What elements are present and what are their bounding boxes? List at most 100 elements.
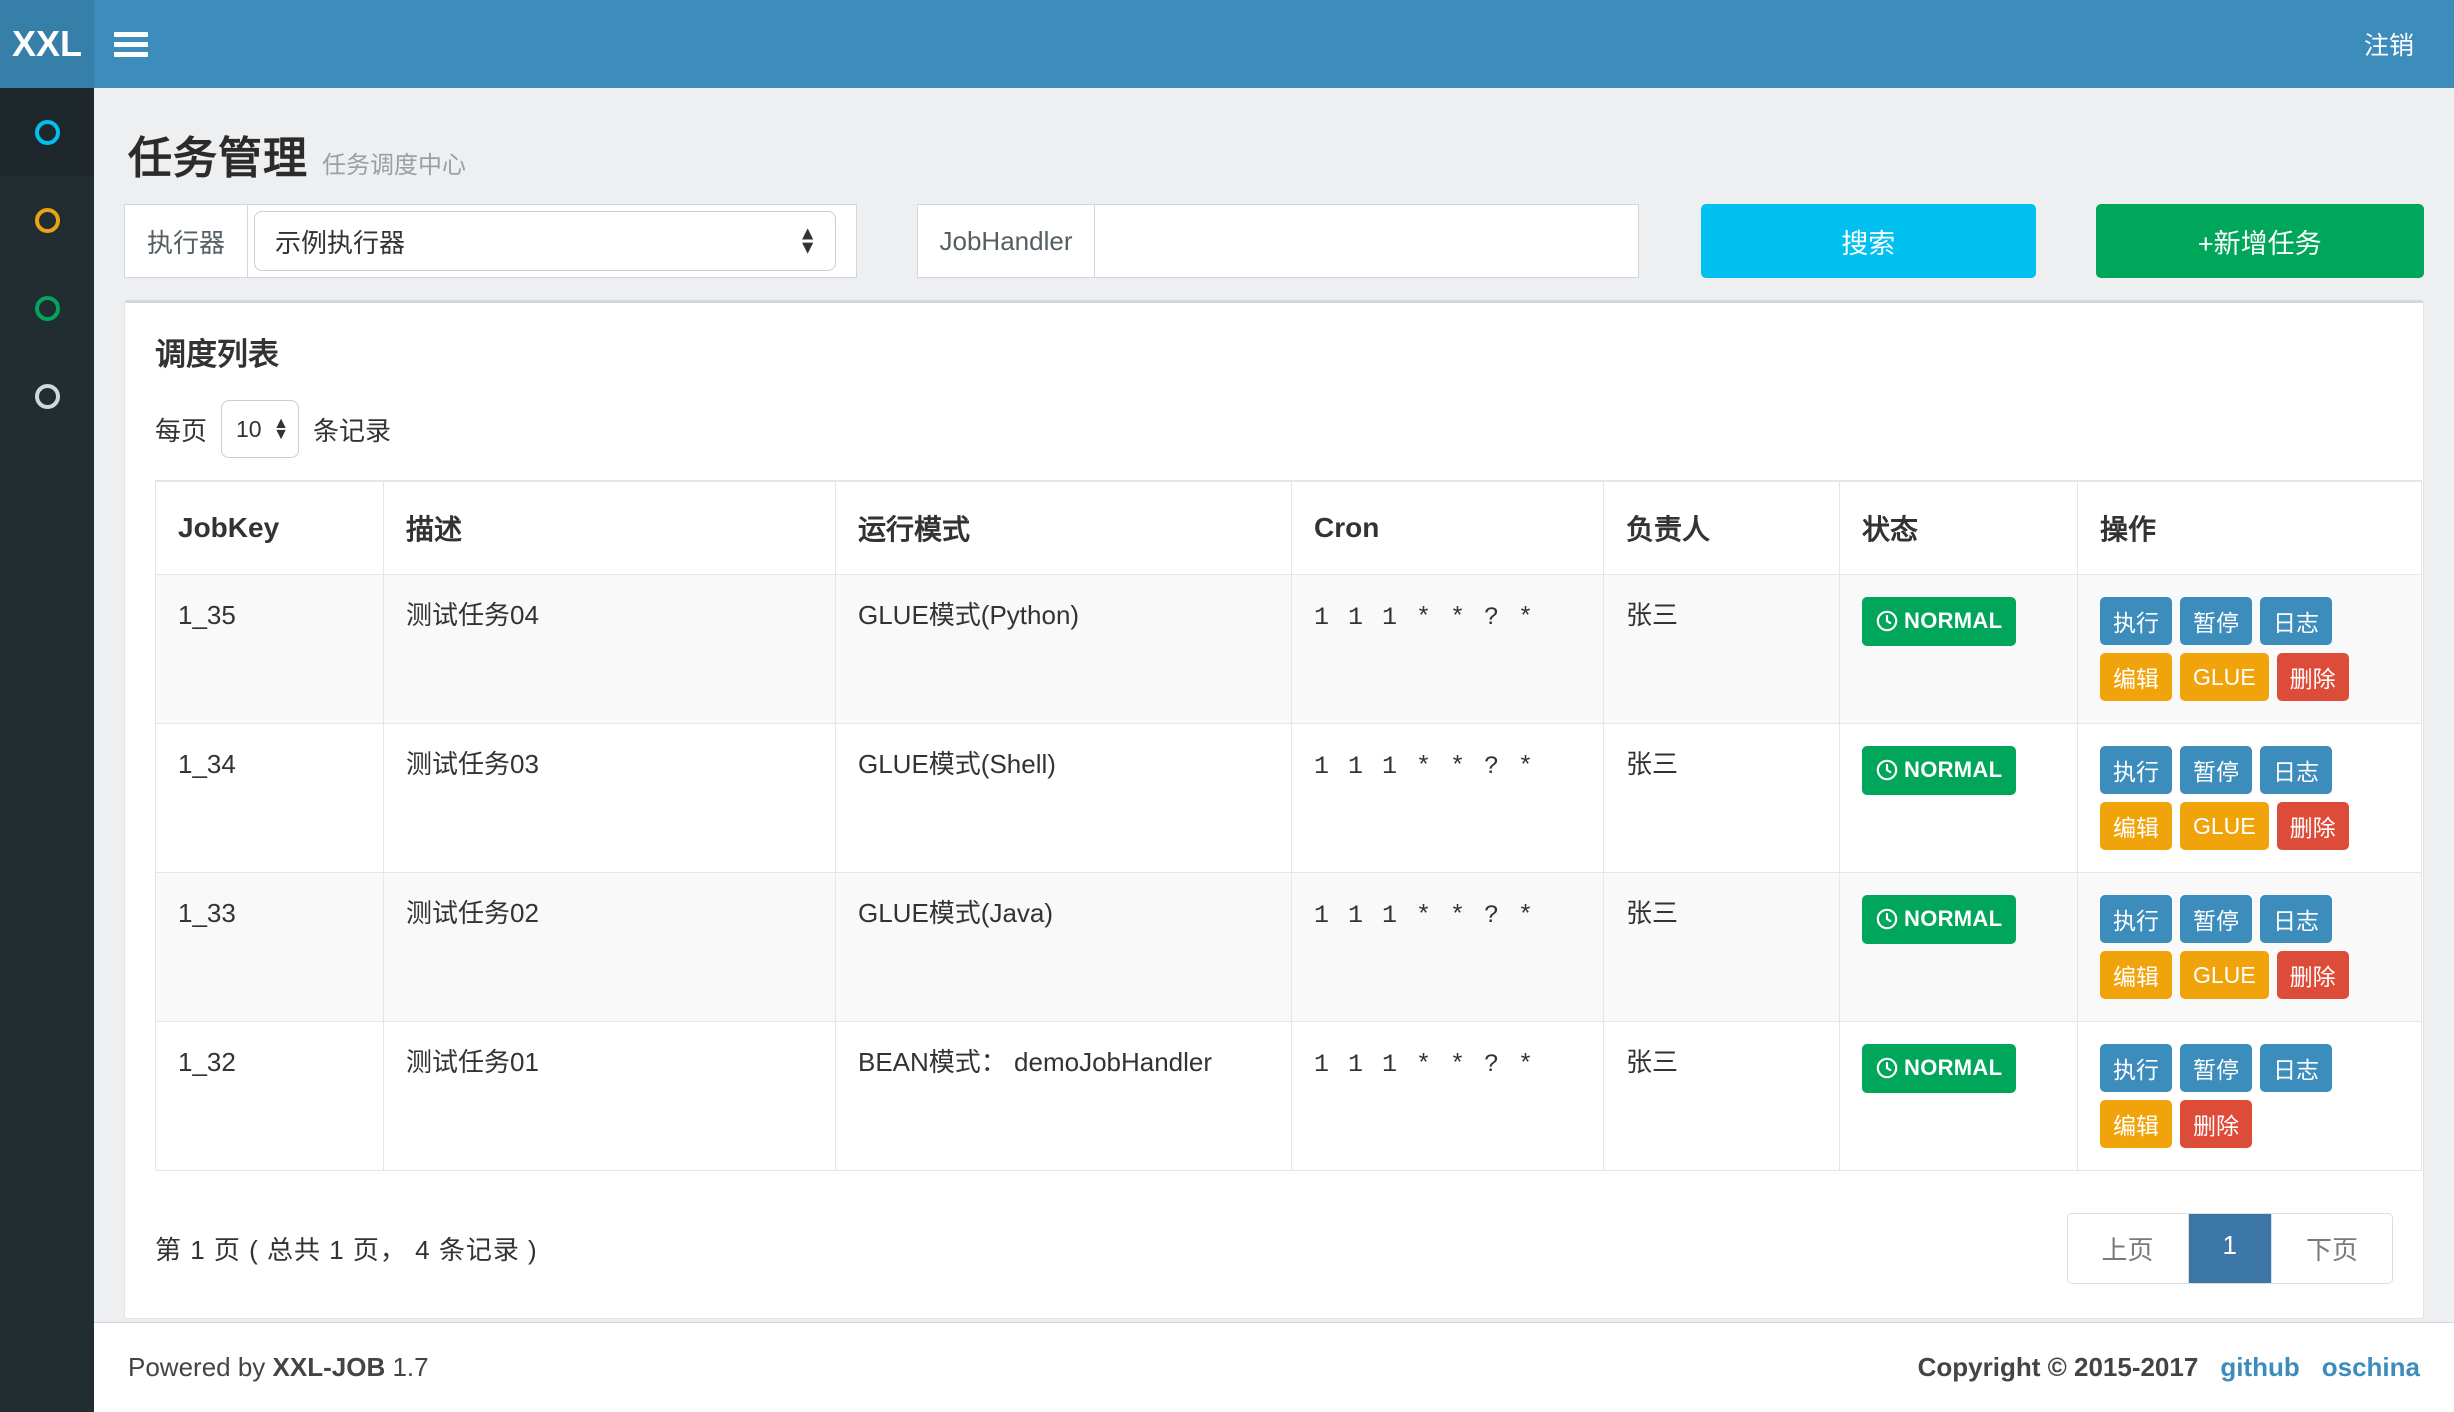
cell-operations: 执行 暂停 日志编辑 删除 [2077,1021,2422,1171]
sidebar-item-4[interactable] [0,352,94,440]
cell-owner: 张三 [1603,872,1840,1022]
op-button-GLUE[interactable]: GLUE [2180,653,2269,701]
op-button-执行[interactable]: 执行 [2100,746,2172,794]
cell-mode: GLUE模式(Python) [835,574,1292,724]
op-button-日志[interactable]: 日志 [2260,895,2332,943]
op-button-编辑[interactable]: 编辑 [2100,951,2172,999]
app-logo-text: XXL [11,23,82,64]
logout-button[interactable]: 注销 [2363,32,2414,60]
status-badge: NORMAL [1862,746,2017,795]
pagination-row: 第 1 页 ( 总共 1 页， 4 条记录 ) 上页 1 下页 [155,1189,2393,1318]
op-button-删除[interactable]: 删除 [2180,1100,2252,1148]
circle-icon [34,383,60,409]
op-button-编辑[interactable]: 编辑 [2100,653,2172,701]
footer-right: Copyright © 2015-2017 github oschina [1918,1352,2420,1383]
sidebar-item-2[interactable] [0,176,94,264]
table-header-row: JobKey 描述 运行模式 Cron 负责人 状态 操作 [155,480,2422,575]
table-row: 1_35 测试任务04 GLUE模式(Python) 1 1 1 * * ? * 张三 N… [155,574,2422,724]
op-button-GLUE[interactable]: GLUE [2180,802,2269,850]
op-button-删除[interactable]: 删除 [2276,951,2349,999]
operation-buttons: 执行 暂停 日志编辑 GLUE 删除 [2100,895,2399,999]
copyright-text: Copyright © 2015-2017 [1917,1352,2199,1382]
op-button-GLUE[interactable]: GLUE [2180,951,2269,999]
pagination-controls: 上页 1 下页 [2066,1213,2393,1284]
powered-by: Powered by XXL-JOB 1.7 [128,1352,429,1383]
pagination-prev[interactable]: 上页 [2067,1214,2189,1283]
col-owner[interactable]: 负责人 [1603,480,1840,575]
powered-version: 1.7 [385,1352,429,1382]
page-length-select[interactable]: 10 ▲ ▼ [221,400,300,458]
op-button-编辑[interactable]: 编辑 [2100,1100,2172,1148]
executor-select[interactable]: 示例执行器 ▲ ▼ [254,211,837,271]
op-button-编辑[interactable]: 编辑 [2100,802,2172,850]
sidebar [0,88,94,1412]
cell-status: NORMAL [1839,574,2078,724]
col-jobkey[interactable]: JobKey [155,480,384,575]
page-footer: Powered by XXL-JOB 1.7 Copyright © 2015-… [94,1322,2454,1412]
oschina-link[interactable]: oschina [2321,1352,2420,1382]
executor-select-value: 示例执行器 [275,227,406,258]
cell-mode: BEAN模式： demoJobHandler [835,1021,1292,1171]
op-button-日志[interactable]: 日志 [2260,1044,2332,1092]
col-mode[interactable]: 运行模式 [835,480,1292,575]
jobhandler-filter-group: JobHandler [916,204,1640,278]
table-row: 1_34 测试任务03 GLUE模式(Shell) 1 1 1 * * ? * 张三 NO… [155,723,2422,873]
pagination-page-1[interactable]: 1 [2188,1214,2272,1283]
status-badge: NORMAL [1862,597,2017,646]
cell-cron: 1 1 1 * * ? * [1291,723,1604,873]
cell-desc: 测试任务02 [383,872,836,1022]
page-subtitle: 任务调度中心 [322,152,466,179]
op-button-日志[interactable]: 日志 [2260,746,2332,794]
cell-owner: 张三 [1603,574,1840,724]
powered-prefix: Powered by [128,1352,273,1382]
status-badge-label: NORMAL [1904,906,2003,931]
op-button-执行[interactable]: 执行 [2100,895,2172,943]
cell-operations: 执行 暂停 日志编辑 GLUE 删除 [2077,723,2422,873]
table-row: 1_32 测试任务01 BEAN模式： demoJobHandler 1 1 1 * … [155,1021,2422,1171]
op-button-暂停[interactable]: 暂停 [2180,746,2252,794]
add-job-button[interactable]: +新增任务 [2095,204,2424,278]
cell-cron: 1 1 1 * * ? * [1291,574,1604,724]
page-length-row: 每页 10 ▲ ▼ 条记录 [125,384,2423,480]
sidebar-item-3[interactable] [0,264,94,352]
op-button-暂停[interactable]: 暂停 [2180,895,2252,943]
page-length-suffix: 条记录 [313,415,392,446]
cell-desc: 测试任务04 [383,574,836,724]
cell-status: NORMAL [1839,723,2078,873]
executor-filter-group: 执行器 示例执行器 ▲ ▼ [124,204,857,278]
cell-owner: 张三 [1603,723,1840,873]
chevron-updown-icon: ▲ ▼ [798,223,818,258]
op-button-暂停[interactable]: 暂停 [2180,597,2252,645]
pagination-next[interactable]: 下页 [2271,1214,2392,1283]
page-title: 任务管理 [128,134,308,183]
panel-title: 调度列表 [155,337,279,372]
cell-jobkey: 1_34 [155,723,384,873]
op-button-暂停[interactable]: 暂停 [2180,1044,2252,1092]
operation-buttons: 执行 暂停 日志编辑 GLUE 删除 [2100,746,2399,850]
col-cron[interactable]: Cron [1291,480,1604,575]
jobhandler-label: JobHandler [917,205,1096,277]
op-button-日志[interactable]: 日志 [2260,597,2332,645]
op-button-执行[interactable]: 执行 [2100,1044,2172,1092]
col-ops[interactable]: 操作 [2077,480,2422,575]
op-button-执行[interactable]: 执行 [2100,597,2172,645]
search-toolbar: 执行器 示例执行器 ▲ ▼ JobHandler 搜索 +新增任务 [124,204,2424,278]
hamburger-icon[interactable] [94,0,168,88]
search-button[interactable]: 搜索 [1701,204,2036,278]
status-badge-label: NORMAL [1904,1055,2003,1080]
cell-mode: GLUE模式(Java) [835,872,1292,1022]
operation-buttons: 执行 暂停 日志编辑 GLUE 删除 [2100,597,2399,701]
sidebar-item-1[interactable] [0,88,94,176]
status-badge-label: NORMAL [1904,608,2003,633]
op-button-删除[interactable]: 删除 [2276,802,2349,850]
page-length-value: 10 [236,415,262,442]
col-desc[interactable]: 描述 [383,480,836,575]
cell-owner: 张三 [1603,1021,1840,1171]
top-navbar: XXL 注销 [0,0,2454,88]
jobhandler-input[interactable] [1095,205,1636,277]
op-button-删除[interactable]: 删除 [2276,653,2349,701]
app-logo[interactable]: XXL [0,0,94,88]
col-status[interactable]: 状态 [1839,480,2078,575]
github-link[interactable]: github [2220,1352,2300,1382]
chevron-updown-icon: ▲ ▼ [273,414,290,443]
